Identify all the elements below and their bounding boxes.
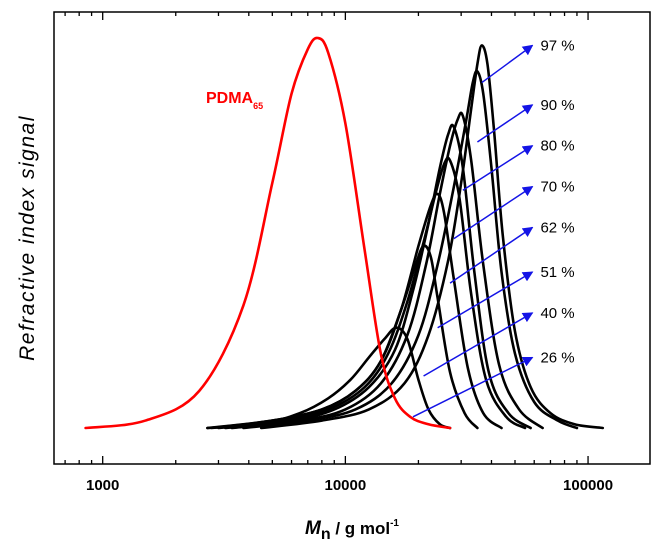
conversion-label-97: 97 % xyxy=(540,37,574,54)
conversion-arrow-80 xyxy=(462,145,534,191)
annotation-layer: 97 % 90 % 80 % 70 % 62 % 51 % 40 % 26 % xyxy=(412,37,575,418)
series-label-reference: PDMA65 xyxy=(206,90,263,111)
series-line-70-percent xyxy=(223,123,532,430)
x-axis-unit: / g mol xyxy=(331,519,391,538)
x-tick-label: 1000 xyxy=(86,477,119,494)
conversion-arrow-70 xyxy=(453,185,534,240)
x-tick-labels: 1000 10000 100000 xyxy=(86,477,613,494)
x-axis-label: Mn / g mol-1 xyxy=(305,518,399,540)
series-line-80-percent xyxy=(230,111,544,430)
x-axis-symbol: M xyxy=(305,518,322,539)
conversion-label-62: 62 % xyxy=(540,219,574,236)
conversion-label-80: 80 % xyxy=(540,138,574,155)
x-axis-superscript: -1 xyxy=(390,518,399,529)
series-label-reference-subscript: 65 xyxy=(253,101,263,111)
conversion-arrow-40 xyxy=(423,312,534,377)
axis-ticks xyxy=(64,12,589,464)
conversion-label-51: 51 % xyxy=(540,264,574,281)
series-line-51-percent xyxy=(209,192,503,430)
conversion-arrow-26 xyxy=(412,356,534,418)
x-tick-label: 10000 xyxy=(325,477,367,494)
x-axis-subscript: n xyxy=(321,526,331,540)
series-line-97-percent xyxy=(259,44,605,430)
conversion-arrow-97 xyxy=(481,44,534,84)
conversion-label-26: 26 % xyxy=(540,349,574,366)
conversion-arrow-51 xyxy=(437,271,534,329)
plot-frame xyxy=(53,11,651,465)
conversion-arrow-90 xyxy=(476,104,534,143)
series-label-reference-name: PDMA xyxy=(206,90,254,107)
y-axis-label: Refractive index signal xyxy=(16,115,39,361)
conversion-label-70: 70 % xyxy=(540,179,574,196)
series-line-reference xyxy=(84,36,452,430)
conversion-label-40: 40 % xyxy=(540,305,574,322)
conversion-arrow-62 xyxy=(449,226,534,284)
series-line-90-percent xyxy=(242,69,579,430)
x-tick-label: 100000 xyxy=(563,477,613,494)
series-layer xyxy=(84,36,605,430)
conversion-label-90: 90 % xyxy=(540,97,574,114)
